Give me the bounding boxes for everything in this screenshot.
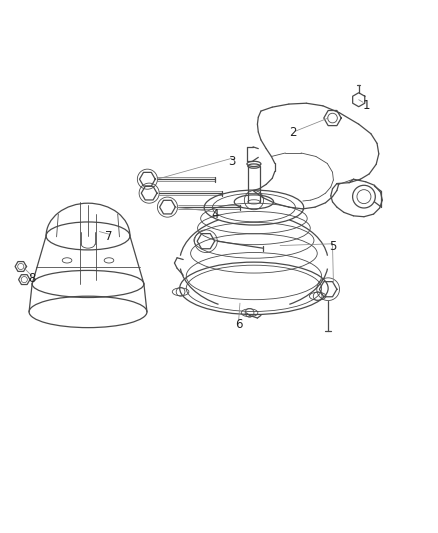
Text: 2: 2: [290, 126, 297, 139]
Text: 7: 7: [105, 230, 113, 243]
Text: 8: 8: [28, 272, 36, 285]
Text: 1: 1: [363, 99, 370, 112]
Text: 4: 4: [211, 208, 219, 222]
Text: 5: 5: [329, 240, 336, 253]
Text: 3: 3: [228, 155, 236, 168]
Text: 6: 6: [235, 318, 242, 330]
